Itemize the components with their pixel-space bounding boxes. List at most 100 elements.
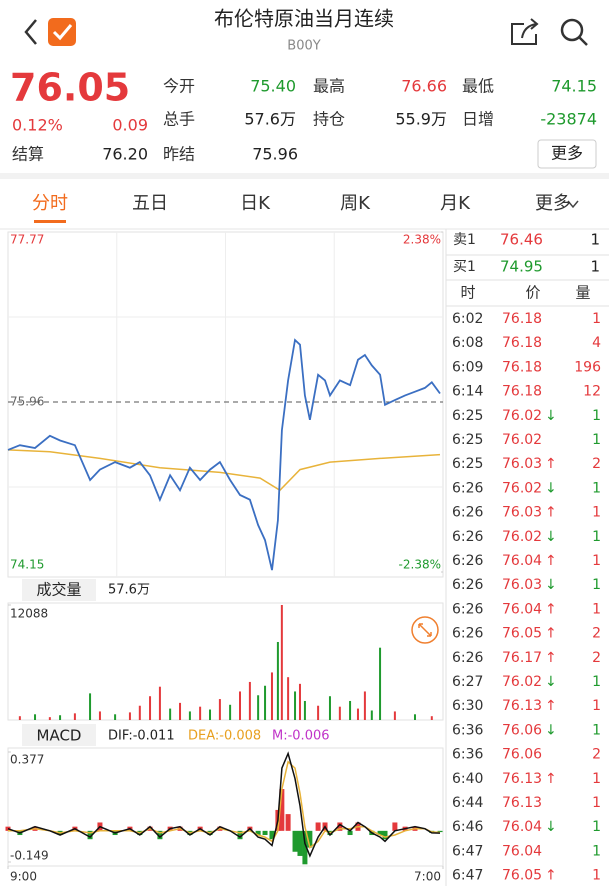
macd-bar [315, 822, 321, 831]
more-button-label[interactable]: 更多 [551, 144, 583, 163]
tab[interactable]: 分时 [32, 193, 68, 214]
avg-line [7, 449, 441, 492]
tab[interactable]: 更多 [535, 193, 571, 214]
volume-tab[interactable] [22, 579, 96, 601]
book-price: 74.95 [500, 258, 543, 276]
trade-volume: 1 [592, 722, 601, 738]
volume-bar [138, 705, 141, 720]
trade-price: 76.06 [502, 722, 542, 738]
field-value: 55.9万 [395, 110, 447, 129]
trade-arrow: ↑ [545, 553, 557, 569]
trade-time: 6:26 [452, 553, 484, 569]
trade-volume: 1 [592, 529, 601, 545]
field-value: 75.40 [250, 77, 296, 96]
volume-bar [128, 712, 131, 720]
volume-bar [328, 696, 331, 720]
trade-arrow: ↓ [545, 674, 557, 690]
trade-time: 6:26 [452, 480, 484, 496]
volume-bar [149, 696, 152, 720]
volume-bar [379, 647, 382, 720]
trade-time: 6:26 [452, 601, 484, 617]
volume-bar [349, 700, 352, 720]
macd-bar [437, 830, 443, 833]
macd-bar [262, 830, 268, 836]
field-label: 持仓 [313, 110, 345, 129]
macd-bar [157, 830, 163, 840]
trade-arrow: ↑ [545, 626, 557, 642]
volume-bar [370, 710, 373, 720]
volume-bar [287, 677, 290, 720]
tab-underline [34, 220, 66, 223]
trade-time: 6:25 [452, 456, 483, 472]
field-value: -23874 [540, 110, 597, 129]
trade-time: 6:44 [452, 795, 484, 811]
trade-time: 6:26 [452, 650, 484, 666]
volume-bar [169, 708, 172, 720]
trade-volume: 4 [592, 335, 601, 351]
field-value: 74.15 [551, 77, 597, 96]
trade-price: 76.13 [502, 795, 542, 811]
trade-price: 76.04 [502, 843, 542, 859]
volume-total: 57.6万 [108, 583, 150, 598]
macd-bar [377, 830, 383, 836]
volume-bar [229, 704, 232, 720]
volume-bar [303, 700, 306, 720]
tab[interactable]: 日K [240, 193, 271, 214]
macd-bar [302, 830, 308, 865]
volume-bar [270, 672, 273, 720]
trade-time: 6:09 [452, 359, 483, 375]
trade-time: 6:36 [452, 747, 484, 763]
trade-price: 76.03 [502, 577, 542, 593]
volume-bar [338, 706, 341, 720]
change-pct: 0.12% [12, 116, 63, 135]
more-button[interactable] [537, 139, 597, 169]
volume-title[interactable]: 成交量 [36, 581, 81, 599]
tab[interactable]: 周K [340, 193, 371, 214]
field-value: 76.66 [401, 77, 447, 96]
dea-label: DEA:-0.008 [188, 729, 261, 744]
trade-volume: 1 [592, 408, 601, 424]
volume-bar [317, 705, 320, 720]
trade-price: 76.02 [502, 674, 542, 690]
share-icon[interactable] [511, 18, 539, 45]
y2-tick-label: -2.38% [399, 558, 441, 572]
volume-bar [257, 695, 260, 720]
back-icon[interactable] [24, 19, 37, 45]
book-volume: 1 [590, 258, 600, 276]
macd-bar [382, 830, 388, 840]
check [52, 24, 73, 41]
volume-bar [18, 716, 21, 720]
trade-arrow: ↑ [545, 698, 557, 714]
tab[interactable]: 月K [440, 193, 471, 214]
dif-label: DIF:-0.011 [108, 729, 175, 744]
divider [0, 173, 609, 179]
trade-time: 6:26 [452, 626, 484, 642]
trade-price: 76.02 [502, 408, 542, 424]
trade-volume: 2 [592, 626, 601, 642]
prev-value: 75.96 [252, 145, 298, 164]
trade-price: 76.04 [502, 819, 542, 835]
list-head: 量 [575, 284, 590, 302]
trade-arrow: ↓ [545, 480, 557, 496]
book-label: 卖1 [453, 232, 476, 248]
macd-title[interactable]: MACD [37, 727, 82, 745]
tab[interactable]: 五日 [132, 193, 168, 214]
trade-volume: 1 [592, 505, 601, 521]
trade-arrow: ↓ [545, 722, 557, 738]
trade-time: 6:08 [452, 335, 483, 351]
y-tick-label: 77.77 [10, 233, 44, 247]
change: 0.09 [112, 116, 148, 135]
field-label: 日增 [462, 110, 494, 129]
macd-tab[interactable] [22, 724, 96, 746]
search-icon[interactable] [560, 18, 588, 46]
trade-volume: 12 [583, 384, 601, 400]
field-label: 今开 [163, 77, 195, 96]
trade-volume: 196 [574, 359, 601, 375]
trade-time: 6:40 [452, 771, 483, 787]
app-icon[interactable] [48, 18, 76, 46]
volume-bar [248, 681, 251, 720]
trade-volume: 1 [592, 795, 601, 811]
book-price: 76.46 [500, 231, 543, 249]
expand-icon[interactable] [411, 616, 439, 644]
